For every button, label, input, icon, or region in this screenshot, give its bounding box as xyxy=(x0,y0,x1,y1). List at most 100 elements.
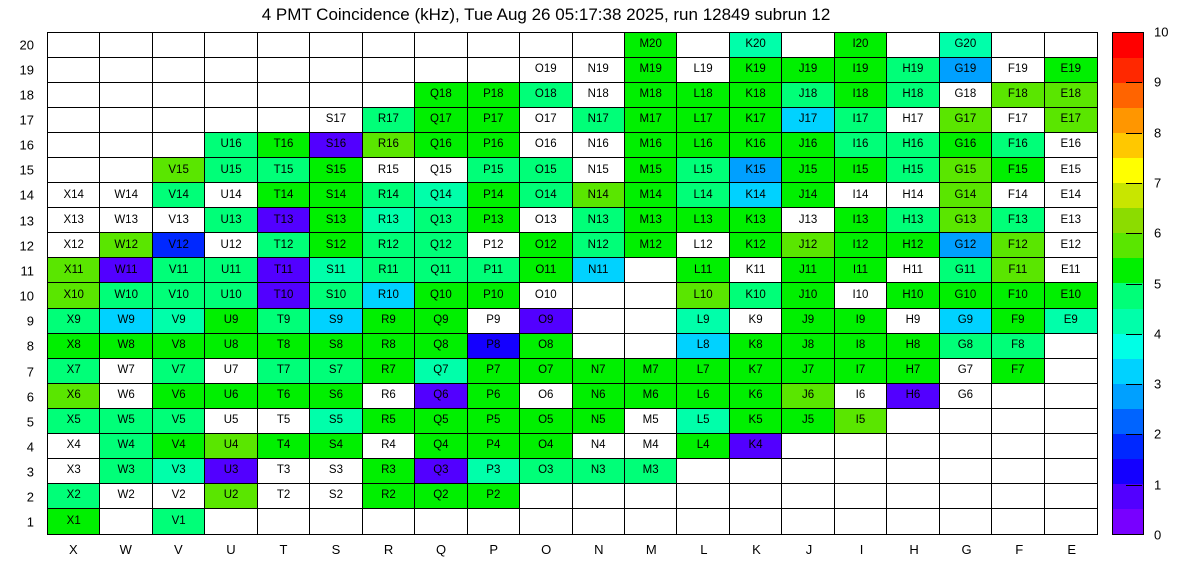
heatmap-cell: N15 xyxy=(572,158,625,184)
heatmap-cell: K19 xyxy=(729,58,783,84)
colorbar-tick-label: 6 xyxy=(1154,225,1162,241)
colorbar-tick-mark xyxy=(1126,384,1142,386)
heatmap-cell-empty xyxy=(1044,358,1097,384)
heatmap-cell: H19 xyxy=(887,58,940,84)
colorbar-tick-mark xyxy=(1126,484,1142,486)
heatmap-cell: O13 xyxy=(520,208,573,234)
heatmap-cell-empty xyxy=(677,483,730,509)
heatmap-cell: Q7 xyxy=(415,358,468,384)
heatmap-cell-empty xyxy=(992,33,1045,59)
heatmap-cell: P13 xyxy=(467,208,521,234)
heatmap-cell: O11 xyxy=(520,258,573,284)
heatmap-cell: I14 xyxy=(834,183,888,209)
heatmap-cell: P6 xyxy=(467,383,521,409)
heatmap-cell: O5 xyxy=(520,408,573,434)
heatmap-cell-empty xyxy=(415,508,468,534)
heatmap-cell: V2 xyxy=(152,483,206,509)
heatmap-cell: R10 xyxy=(362,283,416,309)
heatmap-cell: E18 xyxy=(1044,83,1097,109)
heatmap-cell: R2 xyxy=(362,483,416,509)
heatmap-cell: G14 xyxy=(939,183,993,209)
heatmap-cell-empty xyxy=(467,58,521,84)
heatmap-cell: J18 xyxy=(782,83,835,109)
heatmap-cell: I5 xyxy=(834,408,888,434)
heatmap-cell-empty xyxy=(677,508,730,534)
heatmap-cell: S14 xyxy=(310,183,363,209)
colorbar-band xyxy=(1113,258,1143,284)
heatmap-cell: I6 xyxy=(834,383,888,409)
heatmap-cell-empty xyxy=(520,483,573,509)
heatmap-cell: K14 xyxy=(729,183,783,209)
heatmap-cell: R14 xyxy=(362,183,416,209)
y-tick-label: 10 xyxy=(19,288,34,304)
heatmap-cell-empty xyxy=(572,483,625,509)
heatmap-cell: F11 xyxy=(992,258,1045,284)
heatmap-cell: X13 xyxy=(48,208,101,234)
heatmap-cell-empty xyxy=(1044,33,1097,59)
heatmap-cell-empty xyxy=(939,433,993,459)
heatmap-cell: L13 xyxy=(677,208,730,234)
heatmap-cell: J16 xyxy=(782,133,835,159)
x-tick-label: E xyxy=(1067,541,1077,557)
heatmap-cell: I16 xyxy=(834,133,888,159)
heatmap-cell: S8 xyxy=(310,333,363,359)
colorbar-band xyxy=(1113,283,1143,309)
heatmap-cell: F12 xyxy=(992,233,1045,259)
heatmap-cell: S10 xyxy=(310,283,363,309)
colorbar-band xyxy=(1113,108,1143,134)
heatmap-cell: Q10 xyxy=(415,283,468,309)
heatmap-cell: L17 xyxy=(677,108,730,134)
heatmap-cell: K20 xyxy=(729,33,783,59)
x-tick-label: S xyxy=(331,541,341,557)
heatmap-cell: U4 xyxy=(205,433,258,459)
heatmap-cell: R3 xyxy=(362,458,416,484)
heatmap-cell: I13 xyxy=(834,208,888,234)
heatmap-cell-empty xyxy=(992,458,1045,484)
heatmap-grid: M20 K20 I20 G20 O19 N19 M19 L19 K19 J19 I19 H19 G19 F… xyxy=(48,33,1097,534)
heatmap-cell: V10 xyxy=(152,283,206,309)
heatmap-cell: S5 xyxy=(310,408,363,434)
heatmap-cell-empty xyxy=(152,83,206,109)
heatmap-cell: T11 xyxy=(257,258,311,284)
heatmap-cell: G20 xyxy=(939,33,993,59)
heatmap-cell: O6 xyxy=(520,383,573,409)
heatmap-cell: O7 xyxy=(520,358,573,384)
heatmap-cell: N6 xyxy=(572,383,625,409)
heatmap-cell: R7 xyxy=(362,358,416,384)
heatmap-cell-empty xyxy=(100,508,153,534)
heatmap-cell-empty xyxy=(520,33,573,59)
heatmap-cell-empty xyxy=(572,508,625,534)
heatmap-cell: L18 xyxy=(677,83,730,109)
y-tick-label: 12 xyxy=(19,238,34,254)
heatmap-cell: K9 xyxy=(729,308,783,334)
colorbar-tick-mark xyxy=(1126,434,1142,436)
heatmap-cell: X14 xyxy=(48,183,101,209)
heatmap-cell: J9 xyxy=(782,308,835,334)
heatmap-cell: Q5 xyxy=(415,408,468,434)
heatmap-cell-empty xyxy=(467,508,521,534)
heatmap-cell: W3 xyxy=(100,458,153,484)
heatmap-cell-empty xyxy=(887,508,940,534)
heatmap-cell: I20 xyxy=(834,33,888,59)
heatmap-cell: U16 xyxy=(205,133,258,159)
heatmap-cell: N7 xyxy=(572,358,625,384)
heatmap-cell-empty xyxy=(729,508,783,534)
colorbar[interactable] xyxy=(1112,32,1144,535)
heatmap-cell: O16 xyxy=(520,133,573,159)
heatmap-cell-empty xyxy=(362,58,416,84)
heatmap-cell: T7 xyxy=(257,358,311,384)
heatmap-cell: V9 xyxy=(152,308,206,334)
heatmap-cell: M13 xyxy=(624,208,678,234)
heatmap-cell: L15 xyxy=(677,158,730,184)
heatmap-cell-empty xyxy=(782,33,835,59)
heatmap-cell: K15 xyxy=(729,158,783,184)
heatmap-cell-empty xyxy=(624,283,678,309)
heatmap-cell: K4 xyxy=(729,433,783,459)
heatmap-cell-empty xyxy=(362,83,416,109)
heatmap-cell: W5 xyxy=(100,408,153,434)
heatmap-cell: T4 xyxy=(257,433,311,459)
heatmap-cell-empty xyxy=(624,258,678,284)
heatmap-cell: L19 xyxy=(677,58,730,84)
heatmap-cell: U10 xyxy=(205,283,258,309)
heatmap-cell-empty xyxy=(887,408,940,434)
